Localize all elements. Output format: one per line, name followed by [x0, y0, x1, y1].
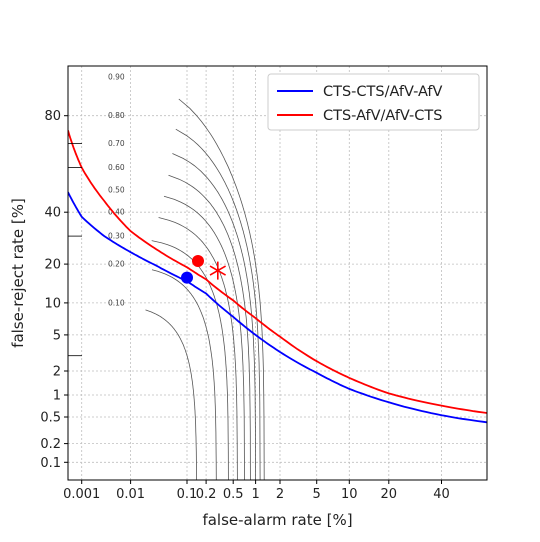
y-axis-ticks: 0.1 0.2 0.5 1 2 5 10 20 40 80	[40, 109, 82, 471]
legend: CTS-CTS/AfV-AfV CTS-AfV/AfV-CTS	[267, 73, 480, 131]
x-axis-ticks: 0.001 0.01 0.10.2 0.5 1 2 5 10 20 40	[63, 480, 450, 502]
iso-cost-label: 0.40	[108, 208, 125, 217]
x-axis-label: false-alarm rate [%]	[202, 511, 352, 529]
legend-label-red: CTS-AfV/AfV-CTS	[323, 108, 442, 124]
iso-cost-label: 0.20	[108, 260, 125, 269]
x-tick-label: 0.5	[223, 487, 244, 502]
iso-cost-label: 0.50	[108, 185, 125, 194]
series-line-0	[68, 191, 487, 424]
y-tick-label: 10	[44, 296, 61, 311]
x-tick-label: 20	[381, 487, 398, 502]
y-tick-label: 20	[44, 258, 61, 273]
y-tick-label: 80	[44, 109, 61, 124]
iso-cost-label: 0.30	[108, 232, 125, 241]
legend-box	[267, 73, 480, 131]
x-tick-label: 0.01	[116, 487, 145, 502]
iso-cost-curve	[158, 217, 238, 481]
iso-cost-label: 0.60	[108, 163, 125, 172]
iso-cost-curve	[151, 269, 217, 481]
y-axis-label: false-reject rate [%]	[9, 198, 27, 348]
x-tick-label: 0.2	[196, 487, 217, 502]
iso-cost-curve	[163, 195, 245, 481]
iso-cost-curve	[168, 174, 251, 481]
iso-cost-label: 0.80	[108, 111, 125, 120]
x-tick-label: 2	[276, 487, 284, 502]
x-tick-label: 40	[433, 487, 450, 502]
y-tick-label: 0.5	[40, 411, 61, 426]
y-tick-label: 40	[44, 206, 61, 221]
operating-point-circle-red	[192, 255, 204, 267]
x-tick-label: 1	[251, 487, 259, 502]
x-tick-label: 0.1	[177, 487, 198, 502]
y-tick-label: 5	[53, 328, 61, 343]
operating-point-circle-blue	[181, 271, 193, 284]
y-tick-label: 1	[53, 389, 61, 404]
series-lines	[68, 130, 487, 424]
iso-cost-label: 0.90	[108, 72, 125, 81]
x-tick-label: 0.001	[63, 487, 100, 502]
plot-frame	[67, 65, 488, 481]
y-tick-label: 0.1	[40, 456, 61, 471]
iso-cost-curve	[178, 98, 265, 481]
iso-cost-label: 0.70	[108, 139, 125, 148]
iso-cost-curve	[172, 153, 257, 481]
series-line-1	[68, 130, 487, 414]
x-tick-label: 5	[313, 487, 321, 502]
y-tick-label: 0.2	[40, 437, 61, 452]
iso-cost-label: 0.10	[108, 298, 125, 307]
iso-cost-curve	[175, 128, 261, 481]
iso-cost-curve	[145, 309, 197, 481]
legend-label-blue: CTS-CTS/AfV-AfV	[323, 84, 442, 100]
x-tick-label: 10	[341, 487, 358, 502]
y-tick-label: 2	[53, 365, 61, 380]
operating-point-markers	[181, 255, 226, 284]
operating-point-star-red	[209, 261, 226, 280]
